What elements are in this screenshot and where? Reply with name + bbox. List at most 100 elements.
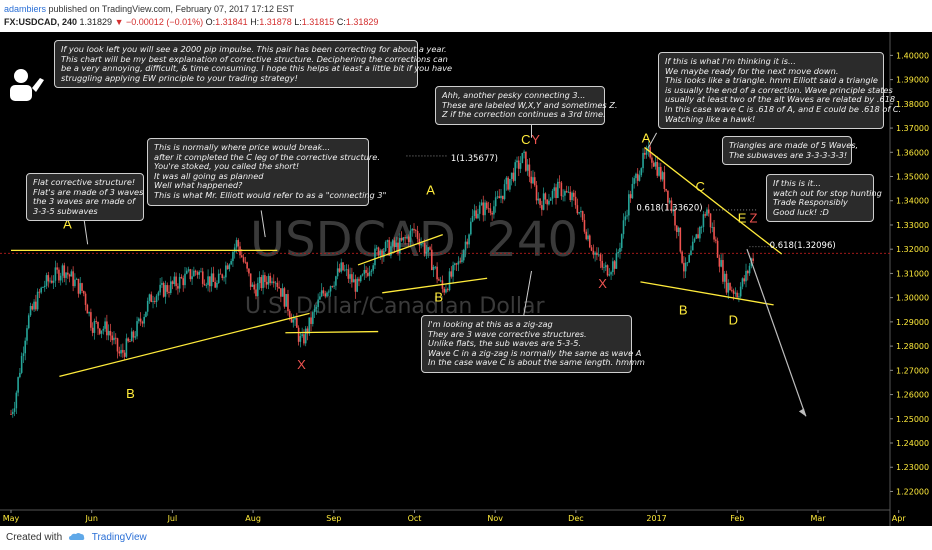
candle-body <box>599 254 602 262</box>
candle-body <box>583 219 586 232</box>
candle-body <box>626 215 628 217</box>
candle-body <box>127 338 129 342</box>
candle-body <box>704 214 706 216</box>
y-tick-label: 1.40000 <box>896 51 929 60</box>
candle-body <box>164 285 167 297</box>
candle-body <box>230 261 232 265</box>
candle-body <box>253 284 256 290</box>
candle-body <box>683 262 685 272</box>
candle-body <box>374 248 376 266</box>
candle-body <box>391 240 394 247</box>
candle-body <box>116 338 119 352</box>
candle-body <box>368 271 371 276</box>
candle-body <box>521 153 524 164</box>
candle-body <box>736 292 738 298</box>
candle-body <box>399 237 401 254</box>
candle-body <box>97 321 99 329</box>
candle-body <box>184 273 186 286</box>
candle-body <box>461 260 463 263</box>
candle-body <box>606 265 609 276</box>
candle-body <box>123 352 126 357</box>
candle-body <box>675 225 678 233</box>
y-tick-label: 1.23000 <box>896 463 929 472</box>
fib-label: 0.618(1.32096) <box>770 241 836 251</box>
candle-body <box>278 286 280 289</box>
candle-body <box>280 288 282 297</box>
candle-body <box>549 198 552 201</box>
candle-body <box>489 208 492 213</box>
candle-body <box>27 315 30 329</box>
candle-body <box>175 276 177 287</box>
candle-body <box>535 185 538 201</box>
candle-body <box>652 162 655 167</box>
candle-body <box>464 241 467 251</box>
wave-label: C <box>521 132 530 147</box>
candle-body <box>303 334 305 344</box>
candle-body <box>745 270 747 282</box>
candle-body <box>635 173 637 179</box>
candle-body <box>688 254 691 263</box>
candle-body <box>516 160 518 163</box>
candle-body <box>445 289 447 293</box>
callout-impulse: If you look left you will see a 2000 pip… <box>54 40 452 89</box>
candle-body <box>185 270 188 274</box>
chart-area[interactable]: USDCAD, 240 U.S. Dollar/Canadian Dollar … <box>0 32 932 526</box>
trendline <box>357 234 443 266</box>
x-tick-label: Aug <box>245 514 261 523</box>
callout-pointer <box>260 210 266 238</box>
candle-body <box>129 341 131 343</box>
candle-body <box>523 151 525 154</box>
y-tick-label: 1.35000 <box>896 173 929 182</box>
wave-label: Y <box>531 132 540 147</box>
price-chart: 1.22000 1.23000 1.24000 1.25000 1.26000 1.270… <box>0 32 929 526</box>
candle-body <box>194 270 197 273</box>
author-link[interactable]: adambiers <box>4 4 47 14</box>
candle-body <box>249 273 252 287</box>
candle-body <box>138 318 140 322</box>
candle-body <box>493 206 495 215</box>
candle-body <box>177 286 179 289</box>
candle-body <box>596 252 598 255</box>
candle-body <box>514 162 517 181</box>
candle-body <box>546 199 548 205</box>
candle-body <box>349 274 351 279</box>
candle-body <box>509 178 511 190</box>
y-tick-label: 1.26000 <box>896 391 929 400</box>
candle-body <box>400 237 403 241</box>
candle-body <box>219 273 222 275</box>
candle-body <box>432 266 435 271</box>
candle-body <box>336 268 339 277</box>
wave-label: B <box>126 386 135 401</box>
y-tick-label: 1.34000 <box>896 197 929 206</box>
candle-body <box>38 291 41 293</box>
candle-body <box>686 262 689 264</box>
candle-body <box>343 269 346 271</box>
candle-body <box>109 330 112 336</box>
candle-body <box>155 295 158 302</box>
wave-label: Z <box>749 211 757 226</box>
candle-body <box>731 290 733 292</box>
candle-body <box>54 267 57 281</box>
candle-body <box>613 261 616 269</box>
candle-body <box>61 265 64 276</box>
callout-pointer <box>83 216 89 245</box>
candle-body <box>75 278 78 280</box>
candle-body <box>654 161 657 167</box>
candle-body <box>347 269 350 279</box>
candle-body <box>732 290 735 294</box>
candle-body <box>636 173 639 181</box>
candle-body <box>361 274 364 276</box>
candle-body <box>125 338 128 357</box>
candle-body <box>122 349 124 353</box>
candle-body <box>237 240 240 247</box>
candle-body <box>113 337 115 341</box>
candle-body <box>379 250 382 256</box>
candle-body <box>168 291 170 293</box>
candle-body <box>681 251 683 263</box>
tradingview-link[interactable]: TradingView <box>91 532 147 543</box>
candle-body <box>601 261 604 268</box>
candle-body <box>40 287 42 293</box>
candle-body <box>281 288 284 297</box>
candle-body <box>677 227 680 233</box>
candle-body <box>161 283 163 285</box>
